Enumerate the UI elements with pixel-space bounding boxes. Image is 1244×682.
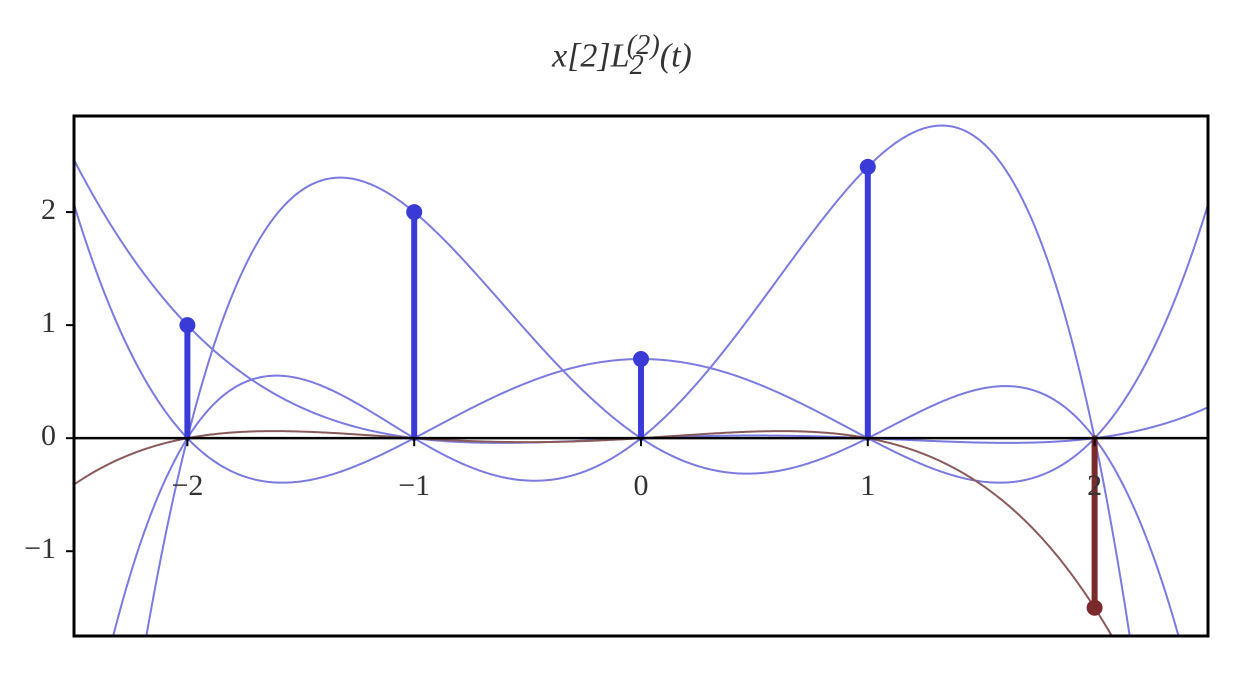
x-tick-label: 2: [1087, 469, 1102, 502]
stem-marker: [1087, 600, 1103, 616]
stem-marker: [860, 159, 876, 175]
x-tick-label: −1: [398, 469, 430, 502]
stem-marker: [406, 204, 422, 220]
x-tick-label: 1: [860, 469, 875, 502]
y-tick-label: 0: [41, 419, 56, 452]
y-tick-label: 1: [41, 306, 56, 339]
stem-marker: [633, 351, 649, 367]
x-tick-label: 0: [634, 469, 649, 502]
y-tick-label: 2: [41, 193, 56, 226]
chart-plot-area: −2 −1 0 1 2 −1 0 1 2: [0, 0, 1244, 682]
chart-title: x[2]L2(2)(t): [0, 30, 1244, 82]
y-tick-label: −1: [24, 532, 56, 565]
x-tick-label: −2: [171, 469, 203, 502]
stem-marker: [179, 317, 195, 333]
